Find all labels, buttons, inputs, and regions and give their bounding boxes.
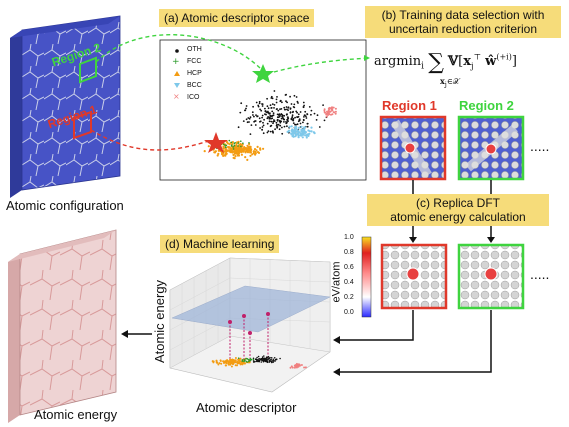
panel-b-title: (b) Training data selection with uncerta…	[365, 6, 561, 38]
ml-data-points	[211, 355, 307, 369]
panel-c-title-line1: (c) Replica DFT	[415, 196, 500, 210]
replica-region1-image	[380, 243, 448, 310]
scatter-legend: + ×	[172, 49, 180, 101]
region1-star	[204, 132, 228, 153]
colorbar-tick: 0.8	[344, 249, 354, 256]
atomic-configuration-slab	[10, 15, 121, 198]
panel-b-title-line1: (b) Training data selection with	[381, 8, 545, 22]
panel-c-title-line2: atomic energy calculation	[390, 210, 526, 224]
ml-fit-plane	[171, 285, 331, 333]
colorbar-tick: 0.2	[344, 294, 354, 301]
selection-formula: argmini ∑ 𝕍[xj⊤ ŵ(+i)]	[374, 50, 517, 75]
formula-sum-subscript: xj∈𝒳	[440, 76, 460, 89]
svg-text:×: ×	[173, 92, 180, 101]
colorbar-tick: 0.0	[344, 309, 354, 316]
panel-b-title-line2: uncertain reduction criterion	[388, 22, 538, 36]
legend-oth: OTH	[187, 46, 202, 53]
colorbar-tick: 0.4	[344, 279, 354, 286]
ml-axis-vertical-label: Atomic energy	[152, 279, 168, 364]
region2-box	[79, 56, 97, 84]
region2-image	[457, 115, 525, 181]
region1-title: Region 1	[382, 98, 437, 113]
colorbar	[361, 236, 372, 318]
replica-region2-image	[457, 243, 525, 310]
formula-argmin: argmin	[374, 54, 422, 69]
region2-star	[252, 64, 274, 83]
atomic-energy-slab	[8, 229, 117, 423]
panel-a-title: (a) Atomic descriptor space	[159, 9, 315, 27]
ml-3d-plot	[169, 257, 331, 393]
ml-axis-horizontal-label: Atomic descriptor	[196, 400, 297, 415]
legend-bcc: BCC	[187, 82, 202, 89]
region2-connector	[95, 34, 261, 69]
colorbar-tick: 1.0	[344, 234, 354, 241]
legend-ico: ICO	[187, 94, 200, 101]
colorbar-unit-label: eV/atom	[330, 261, 343, 303]
atomic-energy-label: Atomic energy	[34, 407, 118, 422]
region2-title: Region 2	[459, 98, 514, 113]
formula-argmin-index: i	[421, 61, 425, 72]
region1-box	[73, 110, 92, 140]
atomic-configuration-label: Atomic configuration	[6, 198, 124, 213]
region1-image	[379, 115, 447, 181]
region1-connector	[90, 129, 213, 151]
colorbar-tick: 0.6	[344, 264, 354, 271]
selection-connector	[273, 57, 371, 73]
svg-text:+: +	[172, 57, 180, 67]
panel-c-title: (c) Replica DFT atomic energy calculatio…	[367, 194, 549, 226]
legend-fcc: FCC	[187, 58, 202, 65]
more-regions-dots: .....	[530, 138, 550, 154]
legend-hcp: HCP	[187, 70, 202, 77]
panel-d-title: (d) Machine learning	[160, 235, 280, 253]
more-replicas-dots: .....	[530, 266, 550, 282]
